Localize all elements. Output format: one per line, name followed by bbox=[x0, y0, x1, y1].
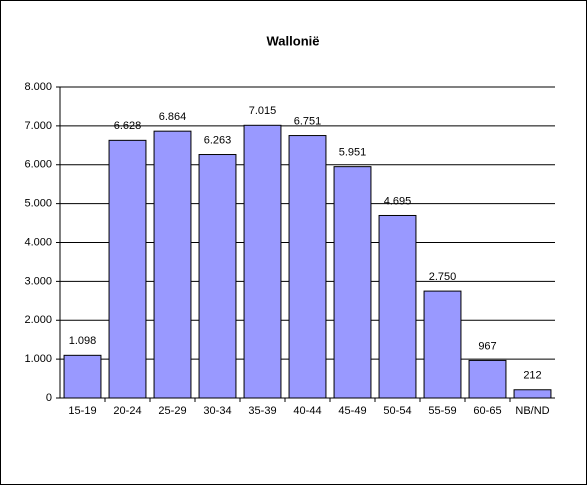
bar bbox=[198, 154, 237, 399]
value-label: 6.864 bbox=[159, 111, 187, 123]
y-tick-label: 7.000 bbox=[24, 120, 52, 132]
y-tick-label: 4.000 bbox=[24, 236, 52, 248]
bar bbox=[153, 130, 192, 399]
bar bbox=[333, 166, 372, 399]
y-tick-label: 6.000 bbox=[24, 159, 52, 171]
y-tick-label: 0 bbox=[46, 392, 52, 404]
x-tick-label: 40-44 bbox=[293, 405, 321, 417]
x-tick-label: 50-54 bbox=[383, 405, 411, 417]
x-tick-label: 20-24 bbox=[113, 405, 141, 417]
x-tick-label: 35-39 bbox=[248, 405, 276, 417]
value-label: 6.263 bbox=[204, 134, 232, 146]
x-tick-label: NB/ND bbox=[515, 405, 549, 417]
bar bbox=[378, 214, 417, 399]
value-label: 1.098 bbox=[69, 335, 97, 347]
bar bbox=[288, 135, 327, 399]
value-label: 5.951 bbox=[339, 147, 367, 159]
bar bbox=[243, 124, 282, 399]
value-label: 6.628 bbox=[114, 120, 142, 132]
value-label: 7.015 bbox=[249, 105, 277, 117]
y-tick-label: 8.000 bbox=[24, 81, 52, 93]
bar bbox=[468, 359, 507, 399]
x-tick-label: 45-49 bbox=[338, 405, 366, 417]
x-tick-label: 15-19 bbox=[68, 405, 96, 417]
bar bbox=[63, 354, 102, 399]
y-tick-label: 5.000 bbox=[24, 198, 52, 210]
chart-title: Wallonië bbox=[267, 33, 320, 48]
value-label: 4.695 bbox=[384, 195, 412, 207]
y-tick-label: 1.000 bbox=[24, 353, 52, 365]
x-tick-label: 60-65 bbox=[473, 405, 501, 417]
bar bbox=[513, 389, 552, 399]
y-tick-label: 2.000 bbox=[24, 314, 52, 326]
value-label: 2.750 bbox=[429, 271, 457, 283]
value-label: 212 bbox=[523, 370, 541, 382]
x-tick-label: 25-29 bbox=[158, 405, 186, 417]
value-label: 6.751 bbox=[294, 115, 322, 127]
y-tick-label: 3.000 bbox=[24, 275, 52, 287]
bar bbox=[108, 139, 147, 399]
x-tick-label: 30-34 bbox=[203, 405, 231, 417]
x-tick-label: 55-59 bbox=[428, 405, 456, 417]
value-label: 967 bbox=[478, 340, 496, 352]
bar bbox=[423, 290, 462, 399]
